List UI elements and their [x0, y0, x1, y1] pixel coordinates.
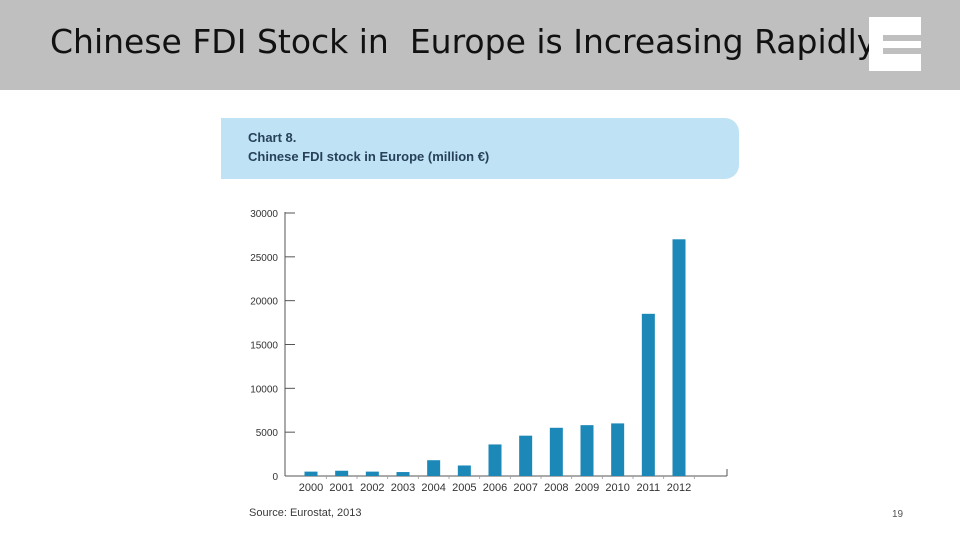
- x-tick-label-2002: 2002: [360, 482, 384, 494]
- y-tick-label: 15000: [250, 341, 278, 352]
- bar-2004: [427, 460, 441, 476]
- x-tick-label-2011: 2011: [637, 482, 661, 494]
- slide-title: Chinese FDI Stock in Europe is Increasin…: [50, 22, 877, 61]
- bar-2006: [488, 444, 502, 476]
- y-tick-label: 5000: [256, 428, 279, 439]
- bar-2007: [519, 435, 533, 476]
- bar-2005: [457, 465, 471, 476]
- bar-2008: [549, 427, 563, 476]
- x-tick-label-2000: 2000: [299, 482, 323, 494]
- x-tick-label-2004: 2004: [421, 482, 445, 494]
- x-tick-label-2010: 2010: [605, 482, 629, 494]
- e-logo-icon: [869, 17, 921, 71]
- source-note: Source: Eurostat, 2013: [249, 507, 362, 519]
- y-tick-label: 0: [272, 472, 278, 483]
- x-tick-label-2001: 2001: [329, 482, 353, 494]
- bar-2009: [580, 425, 594, 476]
- bar-2011: [641, 313, 655, 476]
- page-number: 19: [892, 509, 904, 520]
- bar-chart: 0 5000 10000 15000 20000 25000 30000 2000 2001 20…: [250, 209, 728, 494]
- bar-2003: [396, 472, 410, 476]
- x-tick-label-2007: 2007: [513, 482, 537, 494]
- y-tick-label: 25000: [250, 253, 278, 264]
- bar-2010: [611, 423, 625, 476]
- x-tick-label-2012: 2012: [667, 482, 691, 494]
- bar-2002: [365, 471, 379, 476]
- y-tick-label: 10000: [250, 384, 278, 395]
- x-tick-label-2006: 2006: [483, 482, 507, 494]
- y-tick-label: 30000: [250, 209, 278, 220]
- bar-2000: [304, 471, 318, 476]
- slide-header: Chinese FDI Stock in Europe is Increasin…: [0, 0, 960, 90]
- x-tick-label-2003: 2003: [391, 482, 415, 494]
- x-tick-label-2008: 2008: [544, 482, 568, 494]
- chart-title-panel: Chart 8. Chinese FDI stock in Europe (mi…: [221, 118, 739, 179]
- x-tick-label-2009: 2009: [575, 482, 599, 494]
- chart-number-label: Chart 8.: [248, 130, 297, 145]
- chart-title: Chinese FDI stock in Europe (million €): [248, 149, 490, 164]
- bar-2001: [335, 470, 349, 476]
- x-tick-label-2005: 2005: [452, 482, 476, 494]
- bar-2012: [672, 239, 686, 476]
- y-tick-label: 20000: [250, 297, 278, 308]
